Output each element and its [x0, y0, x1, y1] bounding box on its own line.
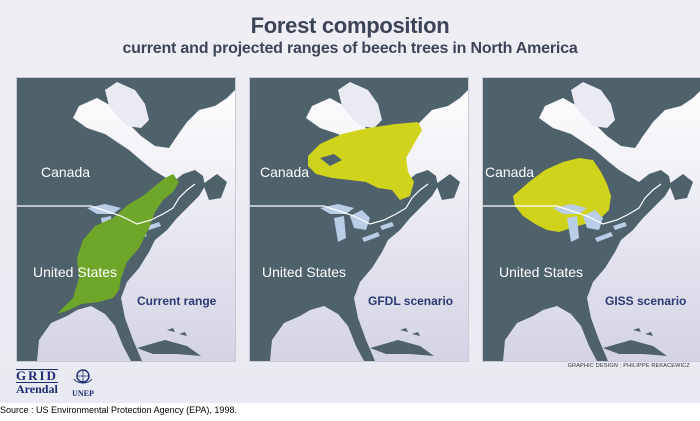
logo-arendal-text: Arendal [16, 382, 58, 396]
grid-arendal-logo: GRID Arendal [16, 369, 58, 396]
map-panel-giss: Canada United States GISS scenario [482, 77, 700, 362]
scenario-label-current: Current range [137, 294, 217, 308]
unep-text: UNEP [72, 389, 94, 398]
label-canada: Canada [260, 164, 310, 180]
map-gfdl [250, 78, 468, 361]
map-panel-gfdl: Canada United States GFDL scenario [249, 77, 469, 362]
unep-emblem-icon [73, 369, 93, 384]
unep-logo: UNEP [72, 368, 94, 398]
map-current [17, 78, 235, 361]
label-united-states: United States [499, 264, 584, 280]
scenario-label-gfdl: GFDL scenario [368, 294, 454, 308]
map-giss [483, 78, 700, 361]
page-title: Forest composition [250, 13, 450, 38]
source-note: Source : US Environmental Protection Age… [0, 405, 237, 415]
label-canada: Canada [41, 164, 91, 180]
label-united-states: United States [262, 264, 347, 280]
map-panel-current: Canada United States Current range [16, 77, 236, 362]
label-united-states: United States [33, 264, 118, 280]
scenario-label-giss: GISS scenario [605, 294, 687, 308]
label-canada: Canada [485, 164, 535, 180]
graphic-design-credit: GRAPHIC DESIGN : PHILIPPE REKACEWICZ [567, 363, 690, 369]
logo-grid-text: GRID [16, 368, 58, 383]
page-subtitle: current and projected ranges of beech tr… [122, 40, 578, 57]
